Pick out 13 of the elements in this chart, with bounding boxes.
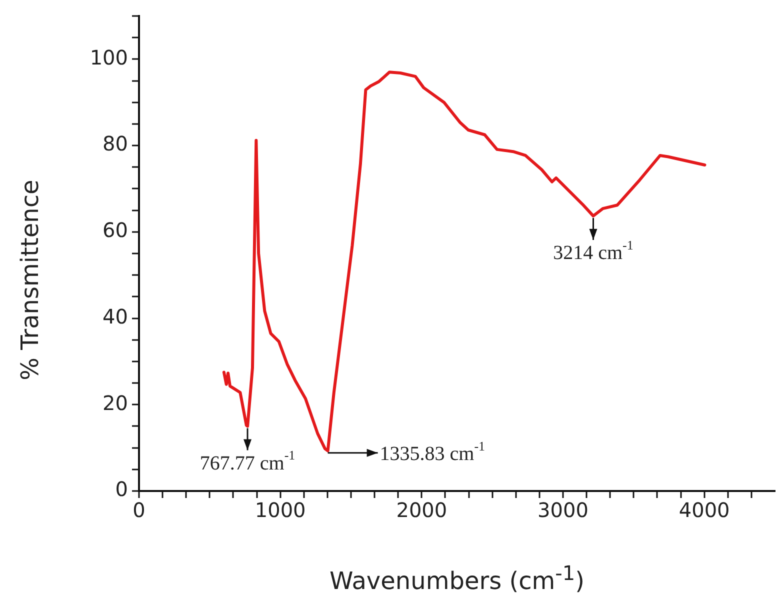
y-tick-label: 100	[90, 45, 128, 70]
y-axis-title: % Transmittence	[16, 180, 44, 380]
y-tick-label: 40	[102, 304, 128, 328]
y-tick-label: 60	[102, 218, 128, 242]
x-tick-label: 0	[132, 498, 146, 522]
x-tick-label: 4000	[678, 498, 730, 522]
x-tick-label: 1000	[254, 498, 306, 522]
x-tick-label: 2000	[396, 498, 448, 522]
y-tick-label: 0	[115, 477, 128, 502]
y-tick-label: 20	[102, 390, 128, 415]
x-axis-title: Wavenumbers (cm$^{-1}$)	[330, 561, 584, 595]
y-tick-label: 80	[102, 132, 128, 156]
x-tick-label: 3000	[538, 498, 588, 522]
